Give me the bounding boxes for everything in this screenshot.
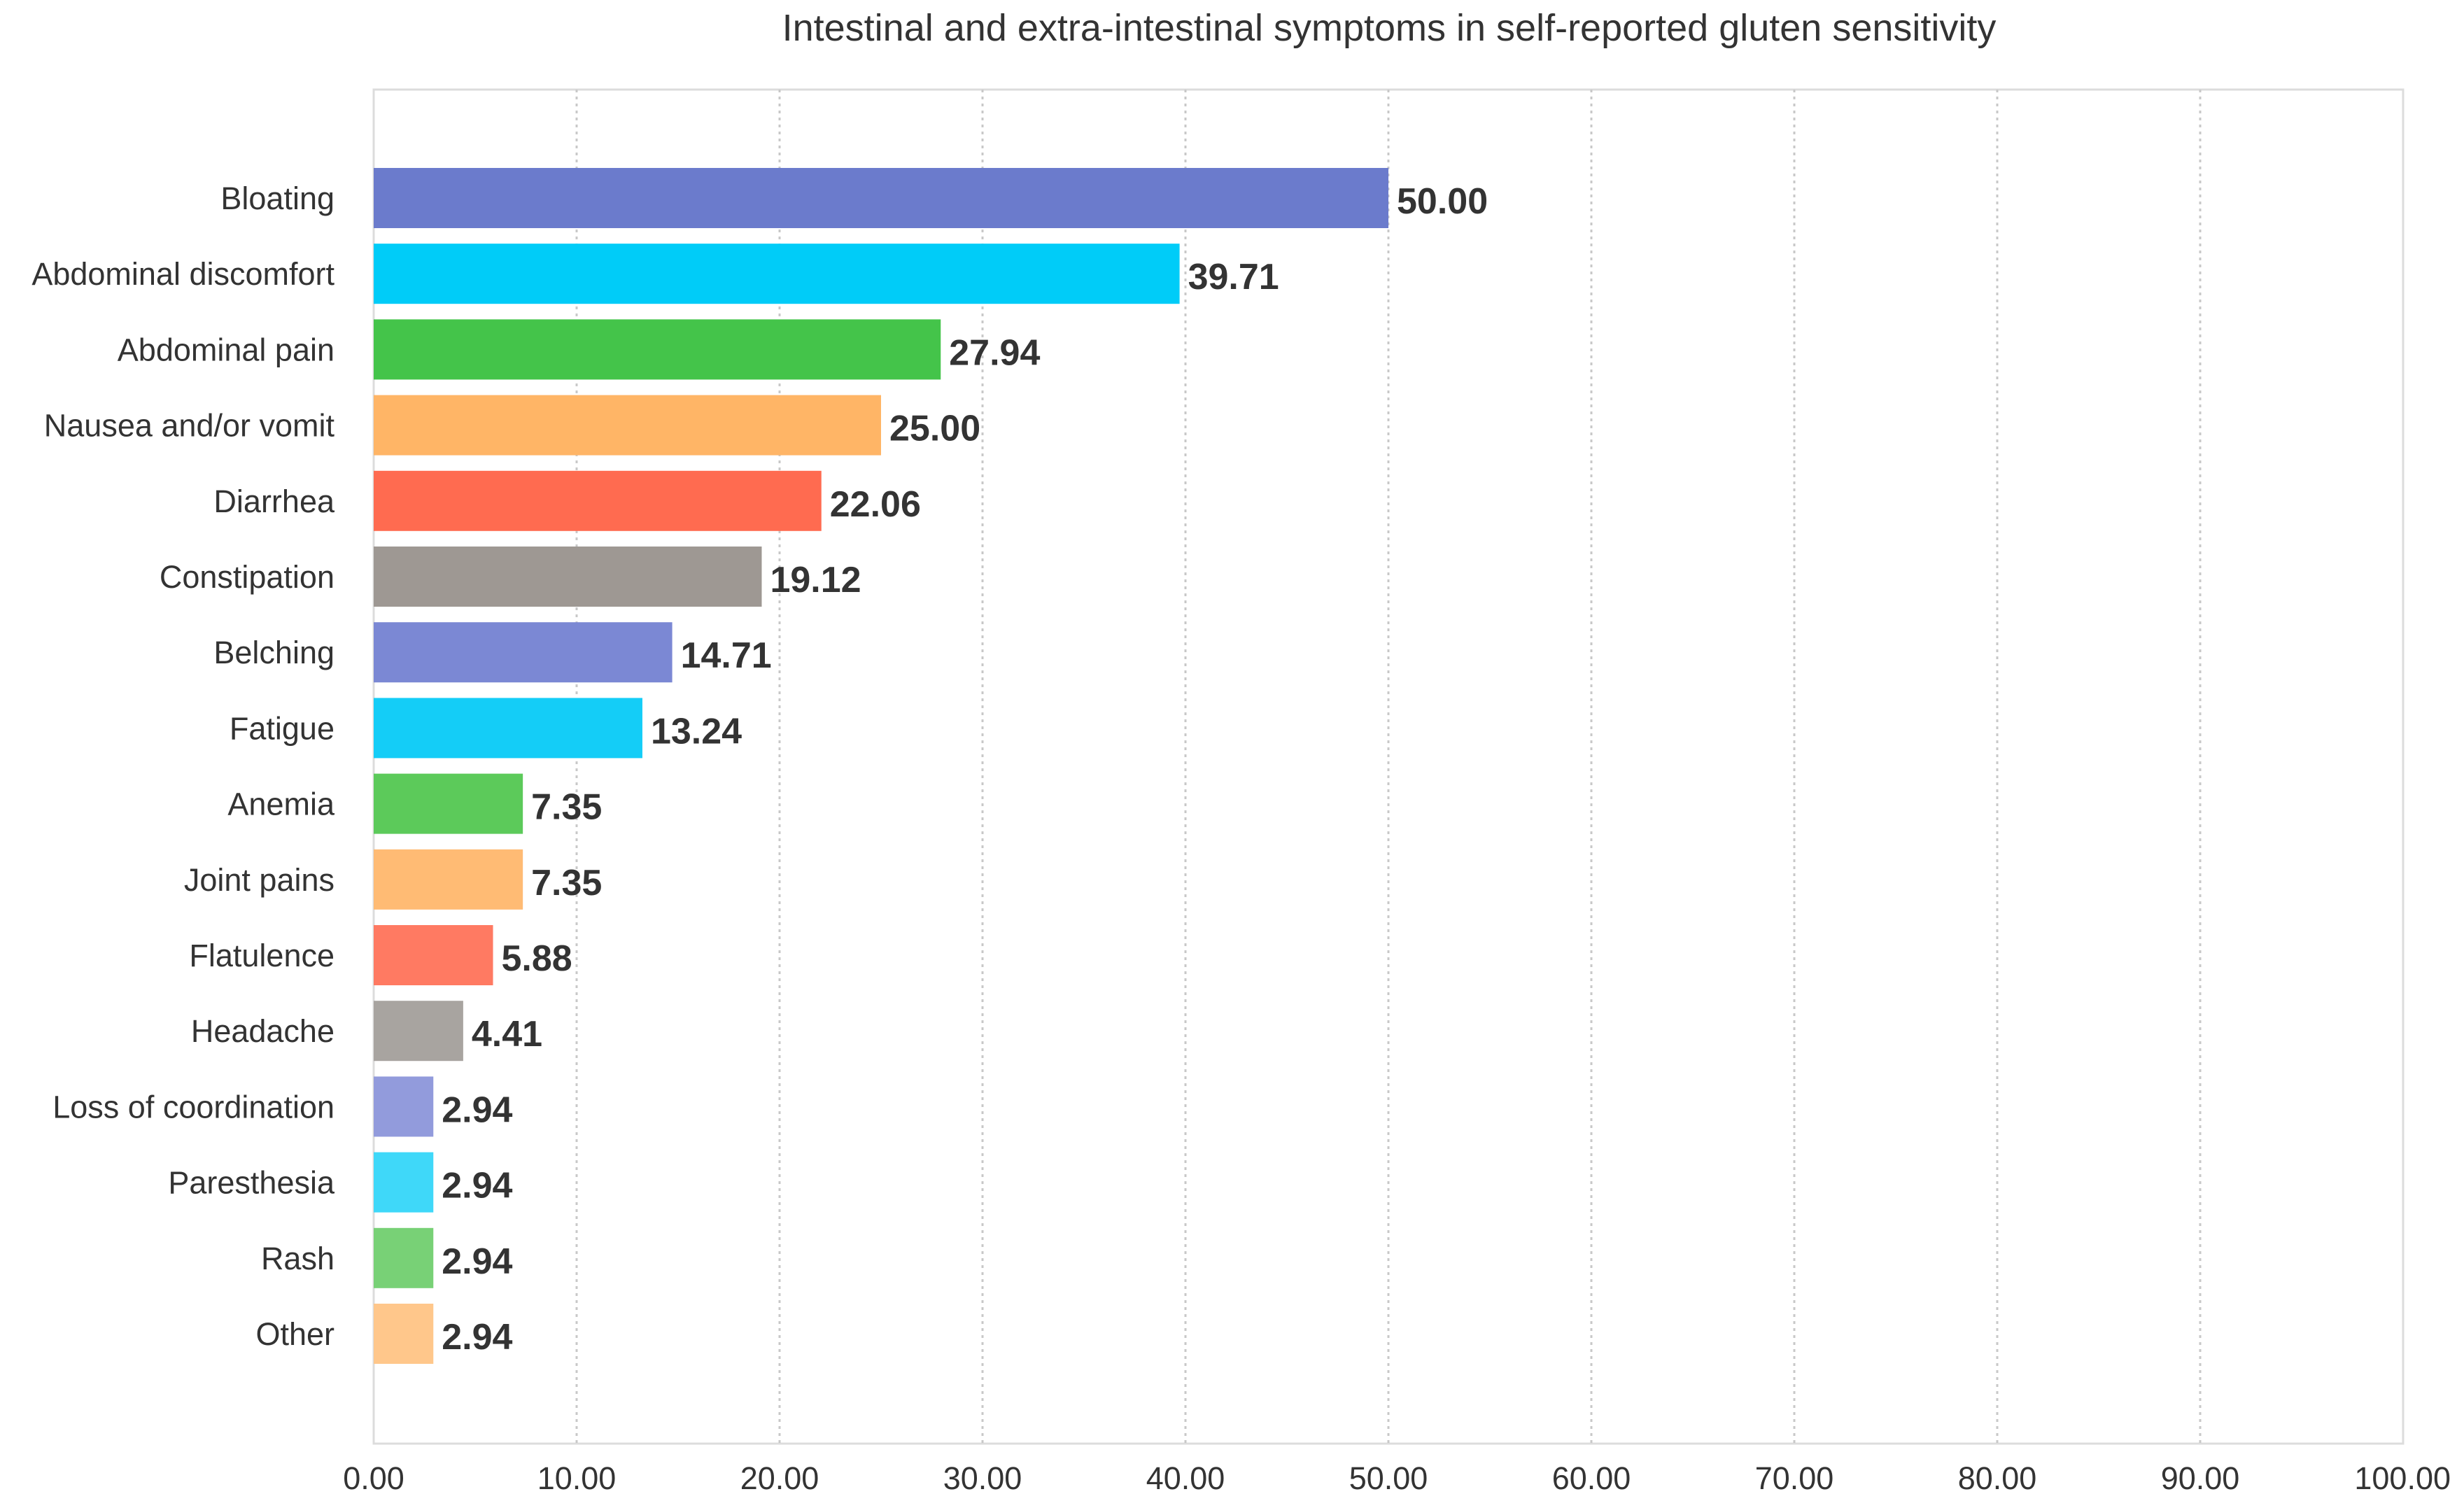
x-axis-tick-labels: 0.00 10.00 20.00 30.00 40.00 50.00 60.00 70.00 8… (343, 1460, 2451, 1496)
category-label: Diarrhea (213, 484, 335, 519)
value-label: 25.00 (889, 409, 980, 449)
value-label: 13.24 (651, 711, 742, 752)
bar (374, 470, 822, 531)
bar (374, 244, 1180, 304)
x-tick-label: 70.00 (1755, 1460, 1834, 1496)
category-label: Constipation (160, 559, 335, 595)
value-label: 50.00 (1397, 181, 1488, 222)
value-label: 19.12 (770, 560, 861, 600)
x-tick-label: 90.00 (2161, 1460, 2240, 1496)
category-label: Bloating (220, 181, 335, 216)
bar (374, 547, 762, 607)
value-label: 5.88 (502, 938, 572, 979)
x-tick-label: 30.00 (943, 1460, 1022, 1496)
value-label: 39.71 (1188, 257, 1279, 297)
value-label: 14.71 (681, 635, 772, 676)
value-label: 27.94 (949, 332, 1040, 373)
bar (374, 1152, 434, 1213)
value-label: 2.94 (442, 1166, 512, 1206)
value-label: 2.94 (442, 1090, 512, 1130)
category-label: Joint pains (184, 862, 335, 898)
bar (374, 698, 642, 759)
category-label: Abdominal pain (118, 332, 335, 367)
bar (374, 773, 523, 834)
category-labels: Bloating Abdominal discomfort Abdominal pa… (31, 181, 335, 1352)
bar (374, 319, 941, 380)
bar (374, 622, 673, 683)
bars (374, 168, 1388, 1364)
x-tick-label: 60.00 (1552, 1460, 1631, 1496)
value-label: 7.35 (531, 787, 602, 828)
bar (374, 1227, 434, 1288)
category-label: Headache (191, 1013, 335, 1049)
chart-title: Intestinal and extra-intestinal symptoms… (782, 7, 1997, 49)
value-label: 2.94 (442, 1317, 512, 1358)
category-label: Anemia (227, 787, 335, 822)
bar (374, 849, 523, 910)
category-label: Other (255, 1316, 335, 1352)
x-tick-label: 80.00 (1958, 1460, 2037, 1496)
category-label: Nausea and/or vomit (44, 408, 335, 444)
bar (374, 925, 493, 985)
value-labels: 50.00 39.71 27.94 25.00 22.06 19.12 14.71 13.24… (442, 181, 1488, 1358)
value-label: 2.94 (442, 1241, 512, 1282)
category-label: Paresthesia (168, 1165, 335, 1201)
x-tick-label: 20.00 (740, 1460, 819, 1496)
x-tick-label: 0.00 (343, 1460, 404, 1496)
category-label: Fatigue (230, 710, 335, 746)
bar (374, 1076, 434, 1137)
value-label: 22.06 (830, 484, 921, 525)
x-tick-label: 50.00 (1349, 1460, 1428, 1496)
bar (374, 168, 1388, 228)
value-label: 7.35 (531, 863, 602, 903)
x-tick-label: 100.00 (2354, 1460, 2451, 1496)
category-label: Abdominal discomfort (31, 256, 335, 292)
x-tick-label: 40.00 (1146, 1460, 1225, 1496)
category-label: Flatulence (189, 938, 335, 973)
value-label: 4.41 (472, 1014, 542, 1055)
bar (374, 1304, 434, 1364)
bar (374, 395, 881, 456)
category-label: Loss of coordination (52, 1089, 335, 1125)
grid-lines (575, 90, 2202, 1444)
category-label: Rash (261, 1241, 335, 1276)
x-tick-label: 10.00 (537, 1460, 617, 1496)
bar (374, 1001, 463, 1062)
category-label: Belching (213, 635, 335, 670)
